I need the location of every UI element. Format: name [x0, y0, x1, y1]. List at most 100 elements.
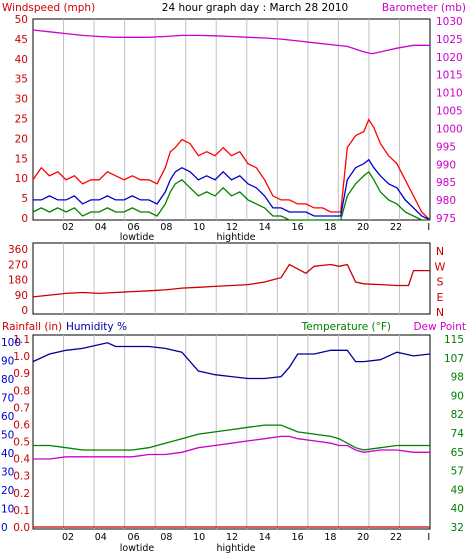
humidity-tick-label: 50: [1, 430, 14, 442]
x-tick-label: 10: [193, 532, 205, 543]
humidity-tick-label: 80: [1, 374, 14, 386]
compass-label: W: [435, 260, 446, 273]
barometer-tick-label: 1015: [436, 70, 463, 82]
barometer-tick-label: 980: [436, 195, 456, 207]
rainfall-axis-title: Rainfall (in): [2, 321, 62, 333]
chart-title: 24 hour graph day : March 28 2010: [162, 2, 348, 14]
temperature-tick-label: 40: [451, 503, 464, 515]
compass-label: N: [436, 245, 444, 258]
x-tick-label: 10: [193, 222, 205, 233]
temperature-axis-title: Temperature (°F): [301, 321, 391, 333]
windspeed-tick-label: 0: [21, 213, 28, 225]
temperature-tick-label: 57: [451, 466, 464, 478]
x-tick-label: I: [427, 532, 430, 543]
series-line: [33, 424, 430, 451]
temperature-tick-label: 115: [444, 334, 464, 346]
direction-tick-label: 180: [8, 275, 28, 287]
rainfall-tick-label: 0.6: [13, 419, 30, 431]
barometer-tick-label: 1010: [436, 88, 463, 100]
direction-tick-label: 90: [15, 290, 28, 302]
rainfall-tick-label: 0.5: [13, 437, 30, 449]
series-line: [33, 435, 430, 460]
rainfall-tick-label: 1.1: [13, 334, 30, 346]
barometer-tick-label: 1020: [436, 52, 463, 64]
tide-label: lowtide: [120, 232, 155, 243]
mid-panel-frame: [32, 242, 431, 315]
top-panel-frame: [32, 18, 431, 221]
barometer-tick-label: 1030: [436, 16, 463, 28]
x-tick-label: 22: [390, 222, 402, 233]
rainfall-tick-label: 0.4: [13, 454, 30, 466]
x-tick-label: I: [427, 222, 430, 233]
humidity-tick-label: 20: [1, 485, 14, 497]
compass-label: N: [436, 306, 444, 319]
x-tick-label: 04: [95, 532, 107, 543]
barometer-tick-label: 995: [436, 141, 456, 153]
x-tick-label: 06: [128, 532, 140, 543]
series-line: [33, 158, 431, 221]
direction-tick-label: 0: [21, 305, 28, 317]
humidity-tick-label: 90: [1, 356, 14, 368]
barometer-axis-title: Barometer (mb): [382, 2, 466, 14]
humidity-tick-label: 40: [1, 448, 14, 460]
x-tick-label: 20: [357, 222, 369, 233]
windspeed-tick-label: 40: [15, 54, 28, 66]
windspeed-axis-title: Windspeed (mph): [2, 2, 95, 14]
temperature-tick-label: 49: [451, 484, 464, 496]
x-tick-label: 14: [259, 532, 271, 543]
barometer-tick-label: 985: [436, 177, 456, 189]
humidity-tick-label: 30: [1, 467, 14, 479]
windspeed-tick-label: 30: [15, 94, 28, 106]
x-tick-label: 08: [160, 532, 172, 543]
windspeed-tick-label: 45: [15, 34, 28, 46]
series-line: [32, 29, 430, 55]
temperature-tick-label: 98: [451, 372, 464, 384]
x-tick-label: 16: [292, 222, 304, 233]
rainfall-tick-label: 0.3: [13, 471, 30, 483]
wind-barometer-panel: 0510152025303540455097598098599099510001…: [15, 14, 463, 243]
x-tick-label: 22: [390, 532, 402, 543]
barometer-tick-label: 1025: [436, 34, 463, 46]
humidity-tick-label: 0: [1, 522, 8, 534]
humidity-temperature-panel: 0.0 0.1 0.2 0.3 0.4 0.5 0.6 0.7 0.8 0.9 1.0 1.1 0 10 2…: [1, 334, 464, 554]
rainfall-tick-label: 0.7: [13, 402, 30, 414]
windspeed-tick-label: 10: [15, 173, 28, 185]
direction-line: [32, 263, 430, 298]
barometer-tick-label: 1005: [436, 106, 463, 118]
humidity-tick-label: 70: [1, 393, 14, 405]
temperature-tick-label: 107: [444, 353, 464, 365]
direction-tick-label: 360: [8, 244, 28, 256]
rainfall-tick-label: 0.2: [13, 488, 30, 500]
tide-label: lowtide: [120, 543, 155, 554]
series-line: [32, 118, 431, 221]
x-tick-label: 04: [95, 222, 107, 233]
barometer-tick-label: 975: [436, 213, 456, 225]
temperature-tick-label: 82: [451, 409, 464, 421]
x-tick-label: 02: [62, 532, 74, 543]
windspeed-tick-label: 15: [15, 153, 28, 165]
temperature-tick-label: 90: [451, 390, 464, 402]
dewpoint-axis-title: Dew Point: [413, 321, 466, 333]
rainfall-tick-label: 0.9: [13, 368, 30, 380]
x-tick-label: 14: [259, 222, 271, 233]
direction-tick-label: 270: [8, 259, 28, 271]
x-tick-label: 18: [324, 532, 336, 543]
windspeed-tick-label: 50: [15, 14, 28, 26]
temperature-tick-label: 32: [451, 522, 464, 534]
temperature-tick-label: 74: [451, 428, 465, 440]
x-tick-label: 18: [324, 222, 336, 233]
humidity-tick-label: 60: [1, 411, 14, 423]
rainfall-tick-label: 0.1: [13, 505, 30, 517]
bottom-panel-frame: [32, 334, 431, 530]
x-tick-label: 16: [292, 532, 304, 543]
windspeed-tick-label: 20: [15, 133, 28, 145]
humidity-tick-label: 100: [1, 337, 21, 349]
rainfall-tick-label: 0.0: [13, 522, 30, 534]
x-tick-label: 02: [62, 222, 74, 233]
humidity-axis-title: Humidity %: [66, 321, 127, 333]
series-line: [32, 170, 430, 221]
x-tick-label: 12: [226, 222, 238, 233]
compass-label: E: [437, 291, 444, 304]
